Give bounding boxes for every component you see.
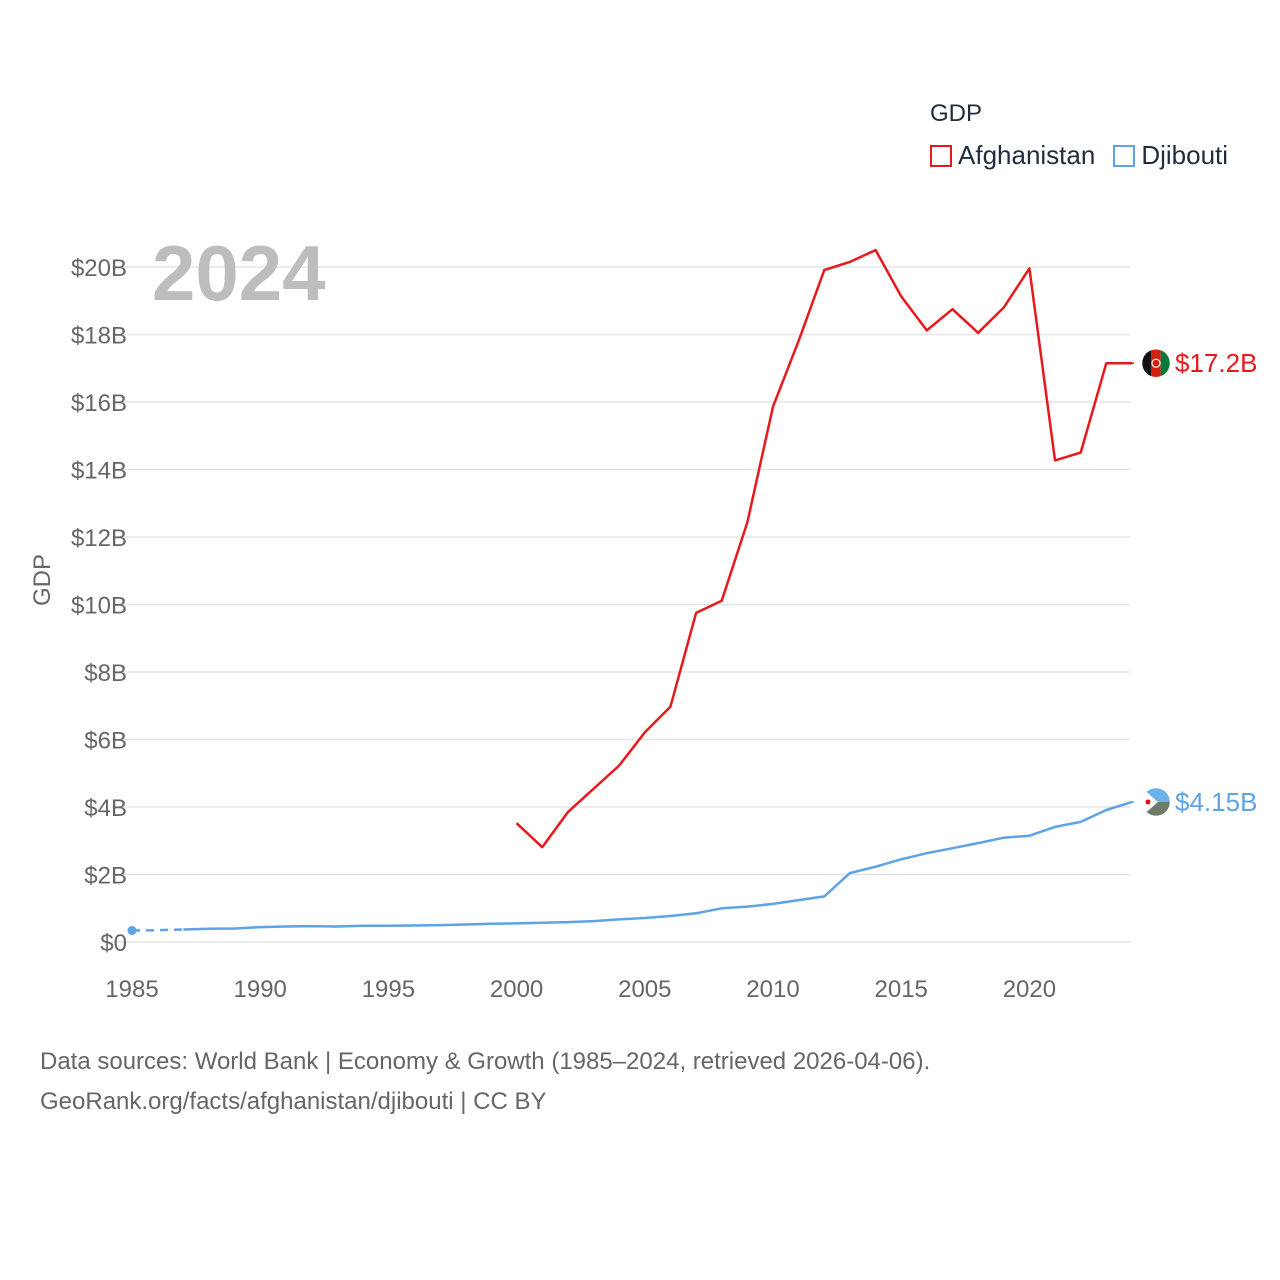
legend-swatch-afghanistan [930,144,952,167]
y-axis-ticks: $0 $2B $4B $6B $8B $10B $12B $14B $16B $18B $20B [71,255,127,957]
legend-swatch-djibouti [1113,144,1136,167]
y-tick-label: $8B [84,660,127,687]
flag-icon-afghanistan [1134,341,1178,386]
x-axis-ticks: 1985 1990 1995 2000 2005 2010 2015 2020 [105,976,1056,1003]
x-tick-label: 2005 [618,976,671,1003]
y-axis-label: GDP [29,554,56,606]
y-tick-label: $2B [84,863,127,890]
y-tick-label: $16B [71,390,127,417]
series-start-point-djibouti [127,926,137,936]
y-tick-label: $6B [84,728,127,755]
gridlines [112,266,1130,943]
x-tick-label: 2010 [746,976,799,1003]
legend-label-afghanistan: Afghanistan [958,140,1096,170]
flag-icon-djibouti [1134,779,1178,824]
series-lines [127,248,1133,936]
y-tick-label: $4B [84,795,127,822]
legend: GDP Afghanistan Djibouti [930,100,1228,171]
end-markers: $17.2B $4.15B [1131,341,1257,824]
series-line-djibouti-dashed [131,928,184,932]
legend-title: GDP [930,100,983,127]
legend-item-djibouti[interactable]: Djibouti [1113,140,1228,171]
year-label: 2024 [152,229,326,317]
x-tick-label: 1990 [234,976,287,1003]
legend-label-djibouti: Djibouti [1141,140,1229,170]
y-tick-label: $14B [71,458,127,485]
y-tick-label: $18B [71,323,127,350]
end-label-afghanistan: $17.2B [1175,348,1257,378]
x-tick-label: 1995 [362,976,415,1003]
x-tick-label: 2000 [490,976,543,1003]
series-line-afghanistan[interactable] [515,248,1132,849]
y-tick-label: $10B [71,593,127,620]
x-tick-label: 1985 [105,976,158,1003]
y-tick-label: $0 [100,930,127,957]
end-label-djibouti: $4.15B [1175,787,1257,817]
footer-link[interactable]: GeoRank.org/facts/afghanistan/djibouti |… [40,1088,547,1115]
legend-item-afghanistan[interactable]: Afghanistan [930,140,1095,171]
y-tick-label: $12B [71,525,127,552]
y-tick-label: $20B [71,255,127,282]
series-line-djibouti[interactable] [183,800,1133,931]
footer-sources: Data sources: World Bank | Economy & Gro… [40,1048,931,1075]
footer: Data sources: World Bank | Economy & Gro… [40,1042,930,1122]
x-tick-label: 2020 [1003,976,1056,1003]
x-tick-label: 2015 [875,976,928,1003]
